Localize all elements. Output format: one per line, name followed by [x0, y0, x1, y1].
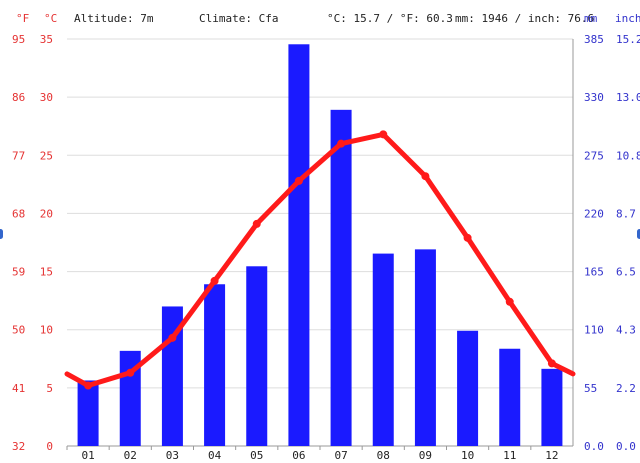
temperature-point	[547, 359, 556, 368]
y-tick-label-f: 86	[12, 91, 25, 104]
temperature-point	[337, 139, 346, 148]
y-tick-label-inch: 4.3	[616, 324, 636, 337]
temperature-point	[294, 176, 303, 185]
temperature-point	[84, 381, 93, 390]
y-tick-label-mm: 330	[584, 91, 604, 104]
precipitation-bar	[330, 109, 352, 446]
x-tick-label: 08	[377, 449, 390, 462]
x-tick-label: 09	[419, 449, 432, 462]
y-tick-label-inch: 0.0	[616, 440, 636, 453]
precipitation-bar	[457, 330, 479, 446]
y-tick-label-c: 5	[46, 382, 53, 395]
y-tick-label-f: 50	[12, 324, 25, 337]
total-precipitation-label: mm: 1946 / inch: 76.6	[455, 12, 595, 25]
y-tick-label-inch: 10.8	[616, 149, 640, 162]
precipitation-bar	[246, 266, 268, 446]
y-tick-label-inch: 15.2	[616, 33, 640, 46]
y-tick-label-f: 59	[12, 266, 25, 279]
inch-unit-label: inch	[615, 12, 640, 25]
x-tick-label: 01	[81, 449, 94, 462]
x-tick-label: 03	[166, 449, 179, 462]
y-tick-label-mm: 220	[584, 207, 604, 220]
y-tick-label-f: 95	[12, 33, 25, 46]
x-tick-label: 06	[292, 449, 305, 462]
y-tick-label-mm: 385	[584, 33, 604, 46]
x-tick-label: 07	[334, 449, 347, 462]
temperature-point	[463, 233, 472, 242]
temperature-point	[505, 297, 514, 306]
mm-unit-label: mm	[584, 12, 598, 25]
y-tick-label-f: 68	[12, 207, 25, 220]
y-tick-label-inch: 13.0	[616, 91, 640, 104]
precipitation-bar	[288, 44, 310, 447]
x-tick-label: 10	[461, 449, 474, 462]
climate-label: Climate: Cfa	[199, 12, 279, 25]
y-tick-label-c: 10	[40, 324, 53, 337]
temperature-point	[126, 368, 135, 377]
temperature-point	[168, 333, 177, 342]
fahrenheit-unit-label: °F	[16, 12, 30, 25]
precipitation-bar	[204, 284, 226, 446]
y-tick-label-mm: 165	[584, 266, 604, 279]
y-tick-label-c: 0	[46, 440, 53, 453]
y-tick-label-mm: 55	[584, 382, 597, 395]
altitude-label: Altitude: 7m	[74, 12, 154, 25]
precipitation-bar	[541, 368, 563, 446]
y-tick-label-c: 30	[40, 91, 53, 104]
y-tick-label-inch: 6.5	[616, 266, 636, 279]
temperature-point	[210, 276, 219, 285]
y-tick-label-mm: 275	[584, 149, 604, 162]
precipitation-bar	[414, 249, 436, 446]
precipitation-bar	[77, 380, 99, 446]
y-tick-label-c: 35	[40, 33, 53, 46]
temperature-point	[252, 219, 261, 228]
left-scroll-handle[interactable]	[0, 229, 3, 239]
y-tick-label-inch: 2.2	[616, 382, 636, 395]
y-tick-label-f: 77	[12, 149, 25, 162]
x-tick-label: 12	[545, 449, 558, 462]
right-scroll-handle[interactable]	[637, 229, 640, 239]
y-tick-label-c: 15	[40, 266, 53, 279]
average-temperature-label: °C: 15.7 / °F: 60.3	[327, 12, 453, 25]
temperature-line	[64, 131, 576, 389]
y-tick-label-inch: 8.7	[616, 207, 636, 220]
precipitation-bar	[499, 348, 521, 446]
y-tick-label-c: 20	[40, 207, 53, 220]
y-tick-label-c: 25	[40, 149, 53, 162]
x-tick-label: 11	[503, 449, 516, 462]
temperature-point	[379, 130, 388, 139]
y-tick-label-f: 32	[12, 440, 25, 453]
x-tick-label: 02	[124, 449, 137, 462]
y-tick-label-f: 41	[12, 382, 25, 395]
x-tick-label: 04	[208, 449, 222, 462]
celsius-unit-label: °C	[44, 12, 58, 25]
temperature-point	[421, 172, 430, 181]
y-tick-label-mm: 110	[584, 324, 604, 337]
y-tick-label-mm: 0.0	[584, 440, 604, 453]
precipitation-bar	[372, 253, 394, 446]
x-tick-label: 05	[250, 449, 263, 462]
